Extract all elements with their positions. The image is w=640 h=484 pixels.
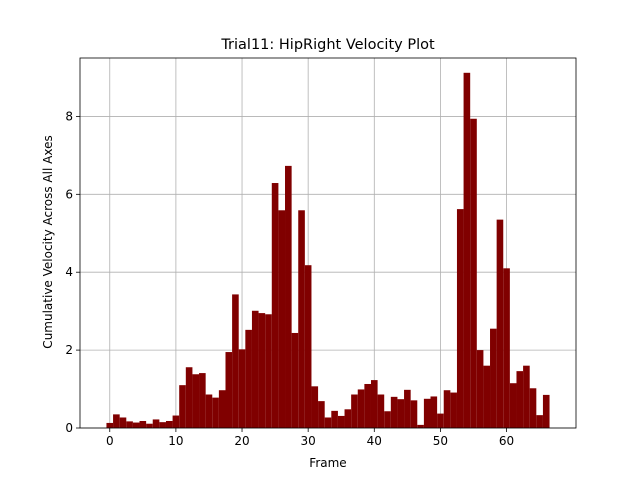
chart-title: Trial11: HipRight Velocity Plot xyxy=(220,37,435,53)
x-axis: 0 10 20 30 40 50 60 xyxy=(106,428,514,448)
x-tick-label: 20 xyxy=(234,434,249,448)
bar xyxy=(456,209,464,428)
bar xyxy=(132,422,140,428)
bar xyxy=(324,417,332,428)
x-tick-label: 60 xyxy=(499,434,514,448)
bar xyxy=(430,396,438,428)
bar xyxy=(238,349,246,428)
plot-frame xyxy=(79,57,577,429)
x-tick-label: 50 xyxy=(433,434,448,448)
bar xyxy=(205,394,213,428)
bar xyxy=(490,328,497,428)
bar xyxy=(404,389,411,428)
bar xyxy=(390,396,398,428)
y-axis-label: Cumulative Velocity Across All Axes xyxy=(41,135,55,348)
bar xyxy=(179,385,186,428)
bar xyxy=(185,367,193,428)
bar xyxy=(397,399,405,428)
bar xyxy=(199,373,206,428)
bar xyxy=(503,268,510,428)
bar xyxy=(364,383,371,428)
bar xyxy=(106,422,114,428)
bar xyxy=(298,210,305,428)
bar xyxy=(245,329,252,428)
bar xyxy=(523,365,530,428)
x-tick-label: 0 xyxy=(106,434,114,448)
y-tick-label: 8 xyxy=(65,109,73,123)
bar xyxy=(496,219,504,428)
y-tick-label: 4 xyxy=(65,265,73,279)
bar xyxy=(443,390,451,428)
bar xyxy=(384,411,391,428)
bar xyxy=(265,314,272,428)
bar xyxy=(337,415,345,428)
bar xyxy=(139,420,147,428)
x-tick-label: 10 xyxy=(168,434,183,448)
bars xyxy=(106,72,550,429)
bar xyxy=(113,414,120,428)
bar xyxy=(529,388,537,428)
bar xyxy=(258,313,266,428)
bar xyxy=(437,413,444,428)
bar xyxy=(410,400,418,428)
bar xyxy=(165,420,173,428)
bar xyxy=(516,371,524,428)
bar xyxy=(291,332,299,428)
bar xyxy=(344,409,352,428)
x-tick-label: 40 xyxy=(367,434,382,448)
bar xyxy=(225,352,233,428)
bar xyxy=(251,310,259,428)
bar xyxy=(450,392,457,428)
bar xyxy=(536,415,543,428)
bar xyxy=(218,390,226,428)
bar xyxy=(483,365,491,428)
bar xyxy=(476,350,484,428)
x-tick-label: 30 xyxy=(301,434,316,448)
y-tick-label: 6 xyxy=(65,187,73,201)
bar xyxy=(278,210,286,428)
bar xyxy=(357,389,365,428)
y-tick-label: 0 xyxy=(65,421,73,435)
bar xyxy=(311,386,319,428)
bar xyxy=(159,422,166,428)
bar xyxy=(146,423,153,428)
bar xyxy=(470,118,477,428)
bar xyxy=(542,394,550,428)
y-axis: 0 2 4 6 8 xyxy=(65,109,80,435)
bar xyxy=(271,183,279,428)
bar xyxy=(318,401,325,428)
bar xyxy=(509,383,517,428)
bar xyxy=(126,421,133,428)
bar xyxy=(285,165,292,428)
bar xyxy=(232,294,239,428)
bar xyxy=(351,394,358,428)
y-tick-label: 2 xyxy=(65,343,73,357)
bar xyxy=(152,419,160,428)
bar xyxy=(119,417,127,428)
bar xyxy=(304,265,312,428)
bar xyxy=(417,424,424,428)
bar xyxy=(370,380,378,428)
bar xyxy=(172,415,180,428)
x-axis-label: Frame xyxy=(309,456,346,470)
bar xyxy=(212,397,219,428)
bar xyxy=(192,374,200,428)
bar xyxy=(463,72,471,429)
bar xyxy=(377,394,385,428)
bar xyxy=(423,398,431,428)
bar xyxy=(331,410,338,428)
